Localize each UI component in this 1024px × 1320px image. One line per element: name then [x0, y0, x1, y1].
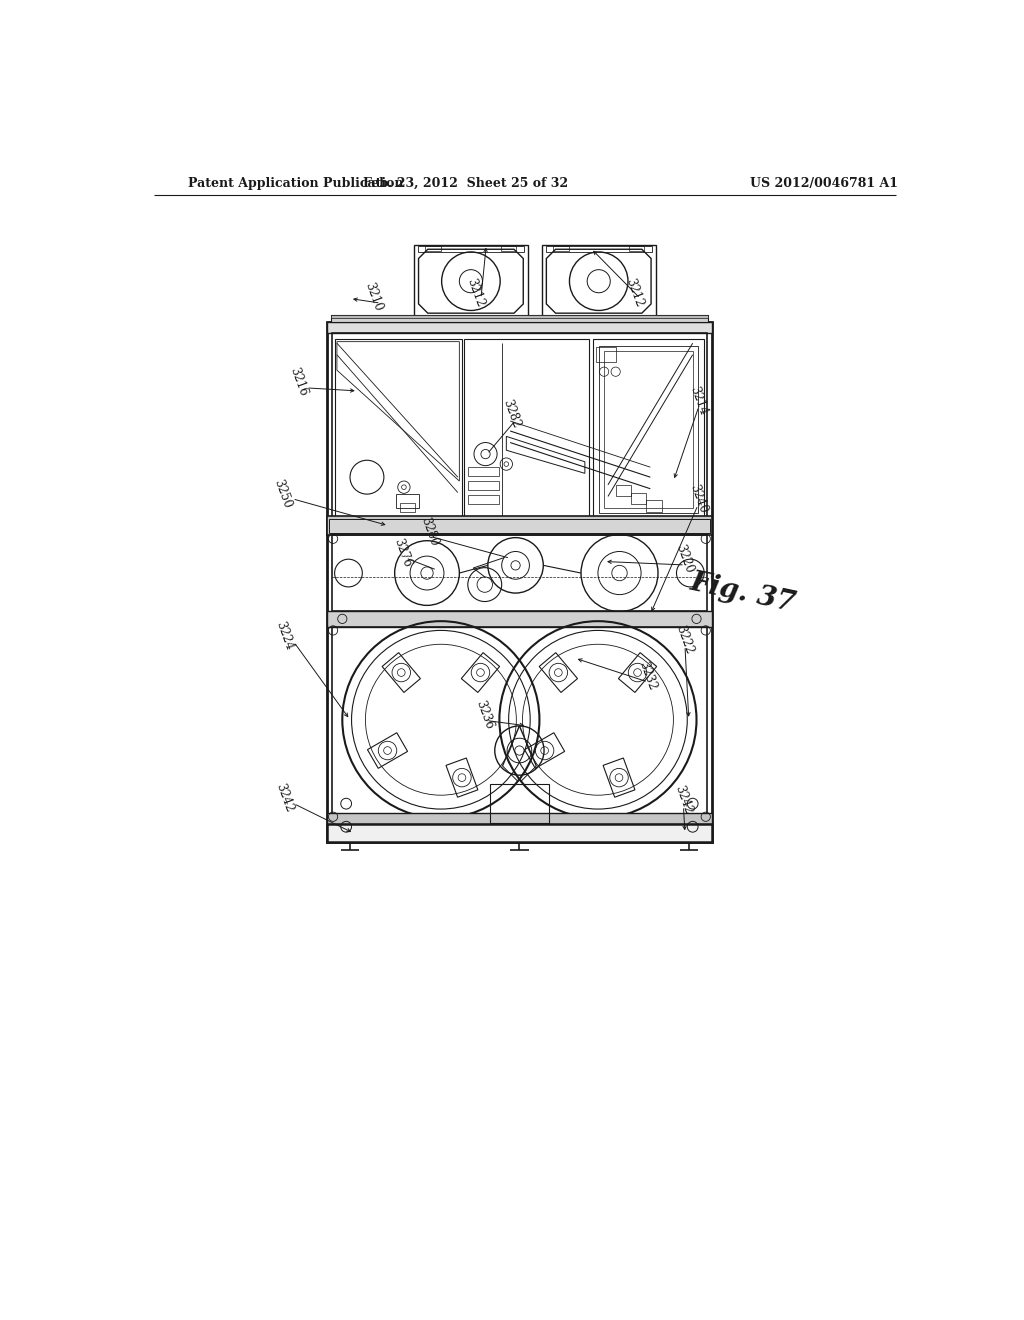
Text: Fig. 37: Fig. 37: [687, 569, 798, 618]
Text: 3212: 3212: [624, 277, 646, 309]
Text: 3232: 3232: [637, 660, 659, 692]
Bar: [425, 247, 441, 251]
Bar: [327, 322, 712, 333]
Bar: [646, 500, 662, 512]
Bar: [331, 314, 708, 318]
Text: 3216: 3216: [287, 366, 309, 397]
Text: 3280: 3280: [418, 516, 440, 548]
Bar: [327, 322, 712, 842]
Text: 3222: 3222: [674, 623, 696, 656]
Bar: [327, 813, 712, 825]
Bar: [468, 495, 499, 504]
Bar: [490, 784, 549, 822]
Text: 3210: 3210: [361, 281, 384, 313]
Bar: [468, 480, 499, 490]
Bar: [327, 516, 712, 535]
Bar: [327, 825, 712, 842]
Bar: [414, 244, 528, 318]
Text: 3220: 3220: [674, 543, 696, 576]
Text: 3282: 3282: [501, 397, 523, 430]
Text: 3212: 3212: [464, 277, 486, 309]
Text: Feb. 23, 2012  Sheet 25 of 32: Feb. 23, 2012 Sheet 25 of 32: [362, 177, 568, 190]
Text: 3250: 3250: [271, 477, 294, 510]
Text: Patent Application Publication: Patent Application Publication: [188, 177, 403, 190]
Bar: [599, 346, 698, 513]
Bar: [396, 494, 419, 508]
Bar: [546, 246, 652, 252]
Text: 3242: 3242: [672, 784, 694, 816]
Bar: [400, 503, 416, 512]
Bar: [330, 519, 710, 533]
Text: 3214: 3214: [688, 384, 710, 417]
Bar: [327, 611, 712, 627]
Text: 3224: 3224: [273, 619, 296, 652]
Bar: [332, 333, 708, 525]
Text: 3276: 3276: [391, 536, 414, 569]
Bar: [631, 492, 646, 504]
Bar: [542, 244, 655, 318]
Bar: [418, 246, 524, 252]
Bar: [596, 347, 615, 363]
Text: 3240: 3240: [687, 483, 710, 515]
Bar: [332, 627, 708, 821]
Bar: [332, 535, 708, 611]
Bar: [553, 247, 568, 251]
Bar: [501, 247, 516, 251]
Bar: [593, 339, 705, 520]
Bar: [604, 351, 692, 508]
Text: US 2012/0046781 A1: US 2012/0046781 A1: [750, 177, 898, 190]
Bar: [629, 247, 644, 251]
Bar: [468, 467, 499, 477]
Bar: [615, 484, 631, 496]
Bar: [331, 315, 708, 322]
Text: 3236: 3236: [473, 698, 496, 731]
Bar: [335, 339, 462, 520]
Text: 3242: 3242: [273, 781, 296, 813]
Bar: [464, 339, 589, 520]
